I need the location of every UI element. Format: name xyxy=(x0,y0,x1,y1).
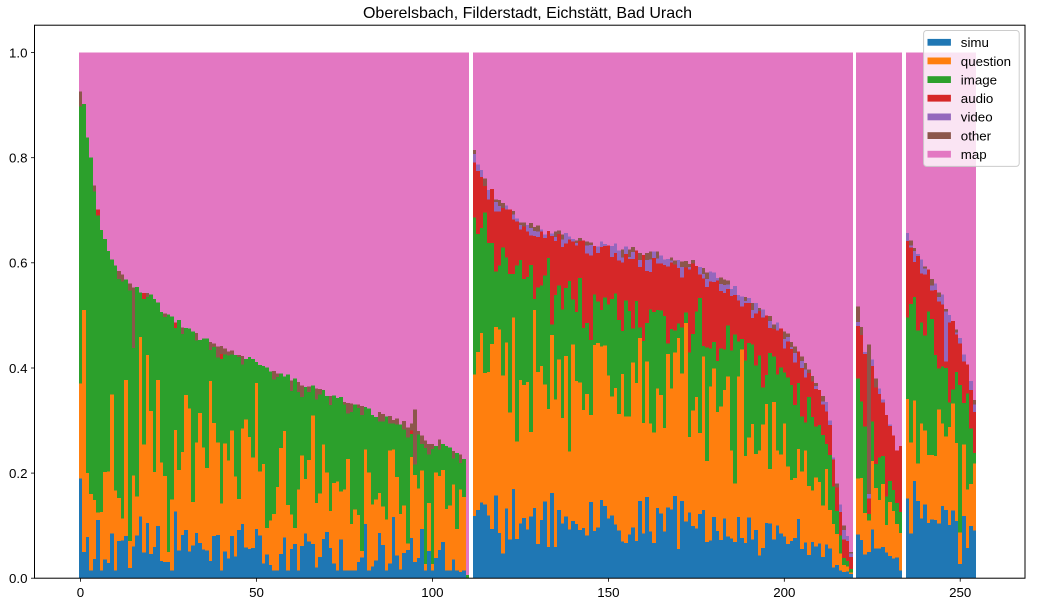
svg-text:image: image xyxy=(961,72,997,87)
svg-text:simu: simu xyxy=(961,35,989,50)
svg-text:0.4: 0.4 xyxy=(9,361,28,376)
svg-text:250: 250 xyxy=(949,585,971,600)
svg-text:0.0: 0.0 xyxy=(9,571,28,586)
svg-text:1.0: 1.0 xyxy=(9,45,28,60)
svg-text:0: 0 xyxy=(77,585,84,600)
svg-text:question: question xyxy=(961,54,1011,69)
svg-text:100: 100 xyxy=(421,585,443,600)
svg-text:map: map xyxy=(961,147,987,162)
svg-text:Oberelsbach, Filderstadt, Eich: Oberelsbach, Filderstadt, Eichstätt, Bad… xyxy=(363,5,692,22)
svg-text:0.2: 0.2 xyxy=(9,466,28,481)
svg-text:audio: audio xyxy=(961,91,994,106)
svg-text:200: 200 xyxy=(773,585,795,600)
svg-text:50: 50 xyxy=(249,585,264,600)
svg-text:other: other xyxy=(961,128,992,143)
svg-text:0.8: 0.8 xyxy=(9,151,28,166)
svg-text:video: video xyxy=(961,110,993,125)
svg-text:0.6: 0.6 xyxy=(9,256,28,271)
svg-text:150: 150 xyxy=(597,585,619,600)
